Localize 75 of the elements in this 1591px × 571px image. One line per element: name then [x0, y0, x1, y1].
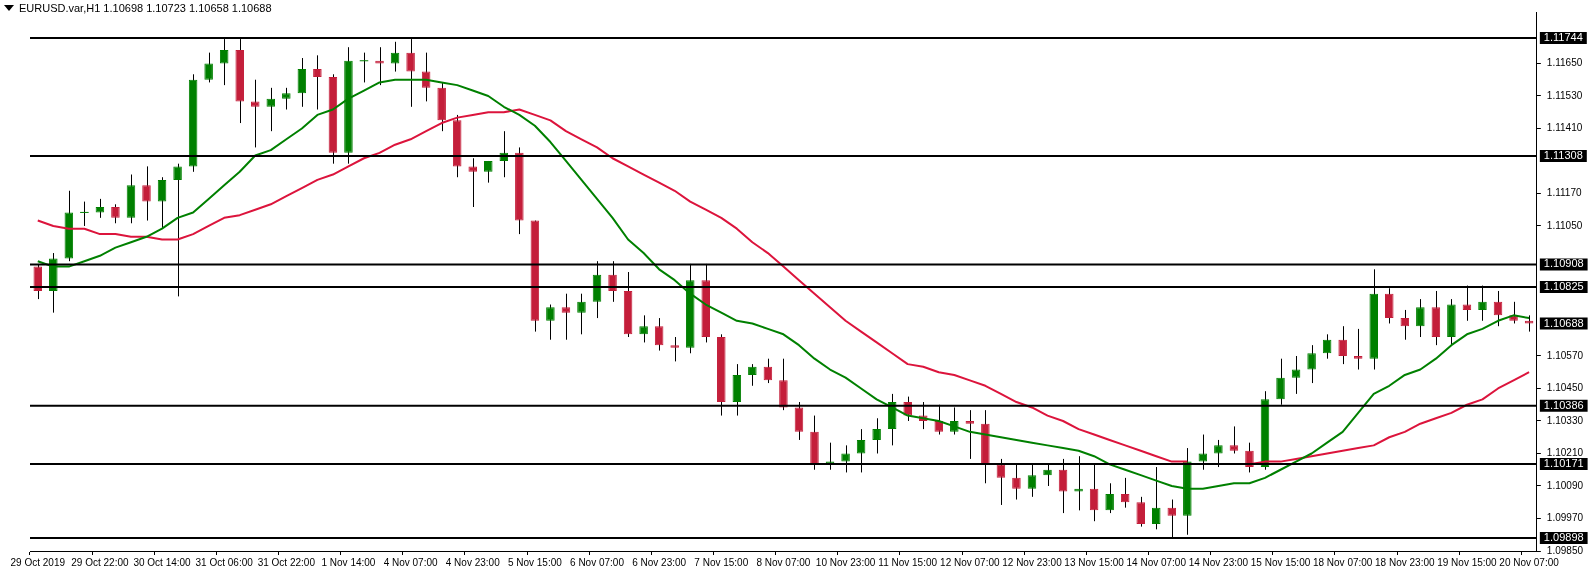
- y-tick-label: 1.10210: [1546, 447, 1584, 459]
- candlestick: [111, 203, 120, 224]
- candlestick: [1353, 328, 1363, 371]
- y-tick-label: 1.10330: [1546, 414, 1584, 426]
- candlestick: [748, 363, 757, 387]
- x-tick-label: 18 Nov 07:00: [1312, 556, 1373, 568]
- x-tick-label: 10 Nov 23:00: [815, 556, 876, 568]
- x-tick-label: 29 Oct 2019: [10, 556, 66, 568]
- y-tick-label: 1.10450: [1546, 382, 1584, 394]
- x-tick-label: 12 Nov 07:00: [940, 556, 1001, 568]
- x-tick-label: 30 Oct 14:00: [133, 556, 192, 568]
- x-tick-label: 11 Nov 15:00: [878, 556, 938, 568]
- chart-title: EURUSD.var,H1 1.10698 1.10723 1.10658 1.10688: [19, 2, 272, 14]
- y-tick-label: 1.11410: [1546, 122, 1583, 134]
- x-tick-label: 14 Nov 23:00: [1188, 556, 1249, 568]
- candlestick: [157, 176, 167, 230]
- ref-line-label: 1.11308: [1543, 149, 1583, 162]
- candlestick: [872, 417, 881, 454]
- candlestick: [546, 304, 555, 341]
- y-tick-label: 1.11650: [1546, 57, 1583, 69]
- x-tick-label: 14 Nov 07:00: [1126, 556, 1187, 568]
- x-tick-label: 18 Nov 23:00: [1375, 556, 1435, 568]
- candlestick: [1136, 496, 1145, 528]
- candlestick: [561, 293, 571, 341]
- ref-line-label: 1.10386: [1543, 398, 1584, 411]
- candlestick: [297, 57, 307, 108]
- ref-line-label: 1.10825: [1543, 279, 1584, 292]
- y-tick-label: 1.10570: [1546, 349, 1584, 361]
- text: 1.10688: [1543, 316, 1584, 329]
- candlestick: [1105, 482, 1114, 514]
- x-tick-label: 12 Nov 23:00: [1002, 556, 1063, 568]
- y-tick-label: 1.11050: [1546, 219, 1583, 231]
- candlestick: [250, 79, 260, 148]
- candlestick: [1307, 344, 1316, 384]
- candlestick: [670, 336, 679, 362]
- candlestick: [1416, 298, 1425, 338]
- candlestick: [1291, 355, 1301, 395]
- ref-line-label: 1.10908: [1543, 257, 1584, 270]
- x-tick-label: 6 Nov 07:00: [570, 556, 625, 568]
- ref-line-label: 1.10171: [1543, 457, 1584, 470]
- x-tick-label: 29 Oct 22:00: [71, 556, 129, 568]
- x-tick-label: 7 Nov 15:00: [694, 556, 749, 568]
- candlestick: [1120, 477, 1130, 509]
- x-tick-label: 19 Nov 15:00: [1437, 556, 1498, 568]
- x-tick-label: 31 Oct 22:00: [257, 556, 316, 568]
- y-tick-label: 1.09850: [1546, 544, 1584, 556]
- candlestick: [965, 409, 975, 460]
- candlestick: [204, 52, 213, 83]
- y-tick-label: 1.11170: [1546, 187, 1582, 199]
- x-tick-label: 4 Nov 23:00: [445, 556, 501, 568]
- candlestick: [313, 54, 322, 111]
- x-tick-label: 8 Nov 07:00: [756, 556, 811, 568]
- x-tick-label: 1 Nov 14:00: [321, 556, 376, 568]
- x-tick-label: 5 Nov 15:00: [507, 556, 563, 568]
- candlestick: [79, 201, 90, 227]
- ref-line-label: 1.09898: [1543, 531, 1584, 544]
- candlestick: [654, 317, 664, 352]
- candlestick: [142, 165, 151, 222]
- y-tick-label: 1.11530: [1546, 89, 1583, 101]
- ref-line-label: 1.11744: [1543, 31, 1583, 44]
- candlestick: [1229, 425, 1239, 454]
- x-tick-label: 20 Nov 07:00: [1499, 556, 1560, 568]
- candlestick: [266, 87, 276, 132]
- x-tick-label: 6 Nov 23:00: [632, 556, 687, 568]
- y-tick-label: 1.09970: [1546, 512, 1584, 524]
- candlestick: [577, 293, 586, 335]
- candlestick: [639, 314, 648, 343]
- x-tick-label: 13 Nov 15:00: [1064, 556, 1125, 568]
- x-tick-label: 15 Nov 15:00: [1250, 556, 1311, 568]
- y-tick-label: 1.10090: [1546, 479, 1584, 491]
- candlestick: [282, 87, 291, 111]
- x-tick-label: 4 Nov 07:00: [383, 556, 438, 568]
- candlestick: [1338, 325, 1347, 365]
- x-tick-label: 31 Oct 06:00: [195, 556, 254, 568]
- candlestick: [1400, 309, 1410, 341]
